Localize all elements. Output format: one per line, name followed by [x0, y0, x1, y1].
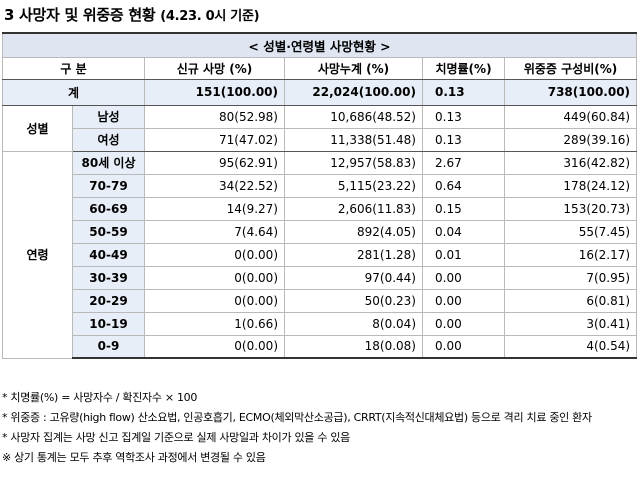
cumulative-deaths-cell: 12,957(58.83)	[284, 150, 423, 175]
table-row: 20-29 0(0.00) 50(0.23) 0.00 6(0.81)	[3, 288, 638, 313]
new-deaths-cell: 80(52.98)	[144, 104, 285, 129]
cumulative-deaths-cell: 281(1.28)	[284, 242, 423, 267]
cumulative-deaths-cell: 11,338(51.48)	[284, 127, 423, 152]
severe-ratio-cell: 7(0.95)	[503, 265, 638, 290]
new-deaths-cell: 0(0.00)	[144, 265, 285, 290]
cumulative-deaths-cell: 5,115(23.22)	[284, 173, 423, 198]
fatality-rate-cell: 0.13	[422, 127, 505, 152]
severe-ratio-cell: 289(39.16)	[503, 127, 638, 152]
new-deaths-cell: 0(0.00)	[144, 334, 285, 359]
table-row: 30-39 0(0.00) 97(0.44) 0.00 7(0.95)	[3, 265, 638, 290]
total-row: 계 151(100.00) 22,024(100.00) 0.13 738(10…	[2, 78, 638, 106]
row-label: 50-59	[72, 219, 145, 244]
cumulative-deaths-cell: 18(0.08)	[284, 334, 423, 359]
row-label: 40-49	[72, 242, 145, 267]
table-row: 60-69 14(9.27) 2,606(11.83) 0.15 153(20.73)	[3, 196, 638, 221]
header-new-deaths: 신규 사망 (%)	[144, 56, 285, 80]
table-row: 70-79 34(22.52) 5,115(23.22) 0.64 178(24.12)	[3, 173, 638, 198]
total-rate: 0.13	[422, 78, 505, 106]
header-category: 구 분	[2, 56, 145, 80]
footnote: ※ 상기 통계는 모두 추후 역학조사 과정에서 변경될 수 있음	[2, 451, 266, 464]
footnote: * 사망자 집계는 사망 신고 집계일 기준으로 실제 사망일과 차이가 있을 …	[2, 431, 350, 444]
fatality-rate-cell: 0.00	[422, 311, 505, 336]
fatality-rate-cell: 0.15	[422, 196, 505, 221]
severe-ratio-cell: 178(24.12)	[503, 173, 638, 198]
total-severe: 738(100.00)	[503, 78, 638, 106]
new-deaths-cell: 1(0.66)	[144, 311, 285, 336]
table-row: 0-9 0(0.00) 18(0.08) 0.00 4(0.54)	[3, 334, 638, 359]
cumulative-deaths-cell: 8(0.04)	[284, 311, 423, 336]
fatality-rate-cell: 0.64	[422, 173, 505, 198]
row-label: 80세 이상	[72, 150, 145, 175]
cumulative-deaths-cell: 97(0.44)	[284, 265, 423, 290]
new-deaths-cell: 0(0.00)	[144, 242, 285, 267]
cumulative-deaths-cell: 2,606(11.83)	[284, 196, 423, 221]
table-header-row: 구 분 신규 사망 (%) 사망누계 (%) 치명률(%) 위중증 구성비(%)	[2, 56, 638, 80]
severe-ratio-cell: 16(2.17)	[503, 242, 638, 267]
heading-title: 3 사망자 및 위중증 현황	[4, 6, 156, 24]
section-heading: 3 사망자 및 위중증 현황 (4.23. 0시 기준)	[4, 4, 260, 25]
cumulative-deaths-cell: 892(4.05)	[284, 219, 423, 244]
row-label: 10-19	[72, 311, 145, 336]
total-label: 계	[2, 78, 145, 106]
fatality-rate-cell: 0.04	[422, 219, 505, 244]
severe-ratio-cell: 153(20.73)	[503, 196, 638, 221]
total-new: 151(100.00)	[144, 78, 285, 106]
severe-ratio-cell: 3(0.41)	[503, 311, 638, 336]
new-deaths-cell: 0(0.00)	[144, 288, 285, 313]
fatality-rate-cell: 0.00	[422, 265, 505, 290]
severe-ratio-cell: 449(60.84)	[503, 104, 638, 129]
new-deaths-cell: 7(4.64)	[144, 219, 285, 244]
group-label: 연령	[2, 150, 73, 359]
row-label: 여성	[72, 127, 145, 152]
header-cumulative-deaths: 사망누계 (%)	[284, 56, 423, 80]
table-caption: < 성별·연령별 사망현황 >	[1, 32, 638, 58]
row-label: 20-29	[72, 288, 145, 313]
group-label: 성별	[2, 104, 73, 152]
footnotes: * 치명률(%) = 사망자수 / 확진자수 × 100 * 위중증 : 고유량…	[2, 388, 638, 468]
row-label: 남성	[72, 104, 145, 129]
new-deaths-cell: 71(47.02)	[144, 127, 285, 152]
table-row: 연령 80세 이상 95(62.91) 12,957(58.83) 2.67 316(42…	[2, 150, 638, 359]
cumulative-deaths-cell: 50(0.23)	[284, 288, 423, 313]
table-row: 성별 남성 80(52.98) 10,686(48.52) 0.13 449(60.84)	[2, 104, 638, 152]
total-cum: 22,024(100.00)	[284, 78, 423, 106]
new-deaths-cell: 14(9.27)	[144, 196, 285, 221]
severe-ratio-cell: 316(42.82)	[503, 150, 638, 175]
footnote: * 치명률(%) = 사망자수 / 확진자수 × 100	[2, 391, 198, 404]
new-deaths-cell: 34(22.52)	[144, 173, 285, 198]
new-deaths-cell: 95(62.91)	[144, 150, 285, 175]
cumulative-deaths-cell: 10,686(48.52)	[284, 104, 423, 129]
heading-date: (4.23. 0시 기준)	[160, 9, 260, 24]
severe-ratio-cell: 6(0.81)	[503, 288, 638, 313]
table-row: 10-19 1(0.66) 8(0.04) 0.00 3(0.41)	[3, 311, 638, 336]
header-fatality-rate: 치명률(%)	[422, 56, 505, 80]
fatality-rate-cell: 0.13	[422, 104, 505, 129]
row-label: 0-9	[72, 334, 145, 359]
row-label: 70-79	[72, 173, 145, 198]
fatality-rate-cell: 0.00	[422, 334, 505, 359]
table-row: 50-59 7(4.64) 892(4.05) 0.04 55(7.45)	[3, 219, 638, 244]
severe-ratio-cell: 55(7.45)	[503, 219, 638, 244]
table-row: 40-49 0(0.00) 281(1.28) 0.01 16(2.17)	[3, 242, 638, 267]
table-row: 여성 71(47.02) 11,338(51.48) 0.13 289(39.16)	[3, 127, 638, 152]
footnote: * 위중증 : 고유량(high flow) 산소요법, 인공호흡기, ECMO…	[2, 411, 592, 424]
header-severe-ratio: 위중증 구성비(%)	[503, 56, 638, 80]
death-stats-table: < 성별·연령별 사망현황 > 구 분 신규 사망 (%) 사망누계 (%) 치…	[1, 32, 638, 359]
fatality-rate-cell: 2.67	[422, 150, 505, 175]
severe-ratio-cell: 4(0.54)	[503, 334, 638, 359]
row-label: 60-69	[72, 196, 145, 221]
fatality-rate-cell: 0.01	[422, 242, 505, 267]
table-caption-row: < 성별·연령별 사망현황 >	[1, 32, 638, 58]
fatality-rate-cell: 0.00	[422, 288, 505, 313]
row-label: 30-39	[72, 265, 145, 290]
